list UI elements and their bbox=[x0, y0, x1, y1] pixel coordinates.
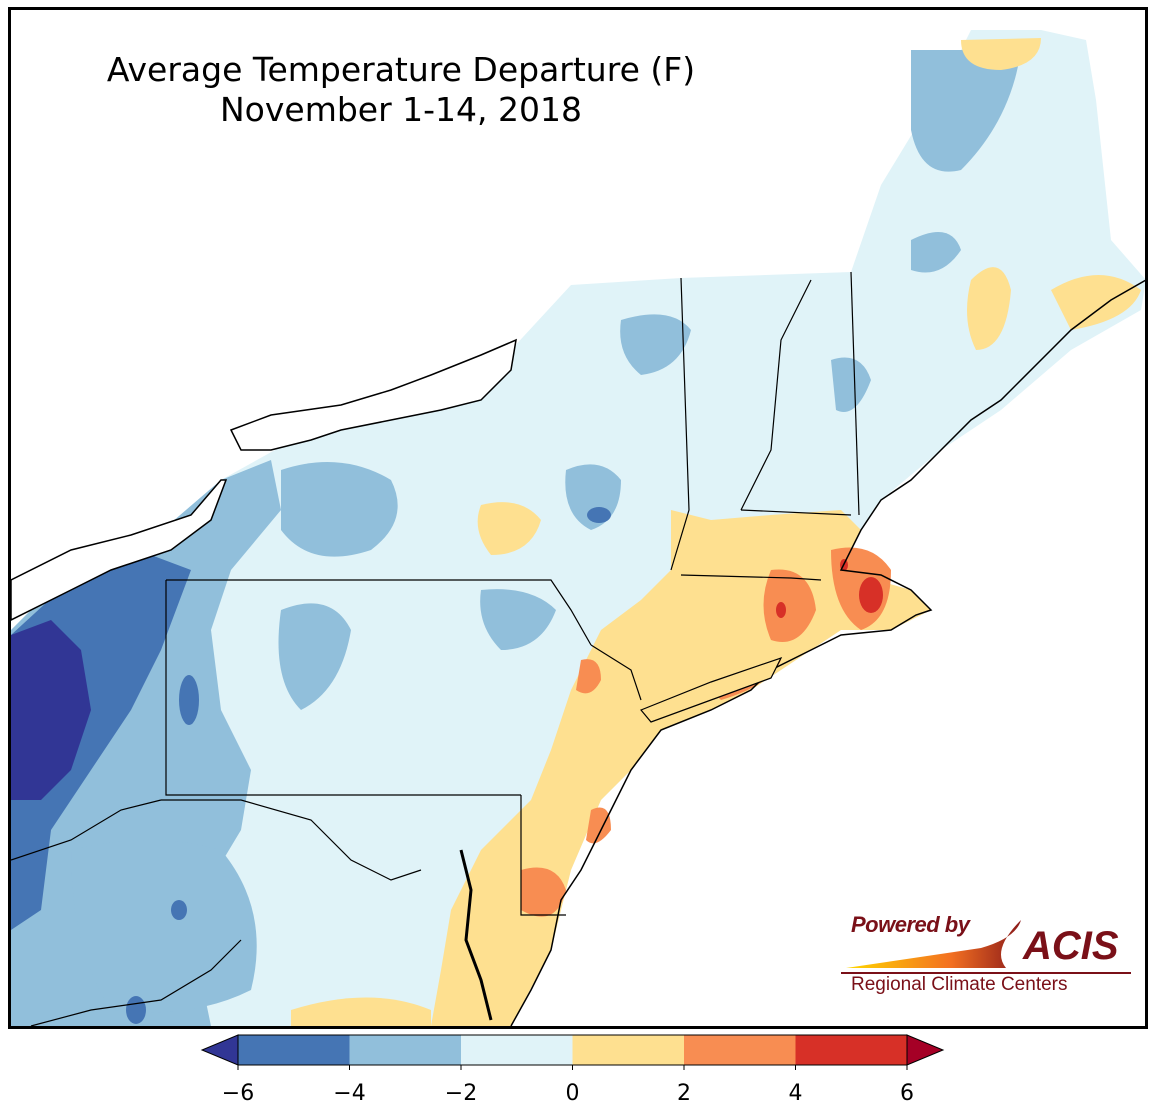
colorbar-tick-label: 4 bbox=[788, 1081, 803, 1106]
acis-wordmark: ACIS bbox=[1023, 924, 1119, 968]
region-warm-maine-coast bbox=[1051, 275, 1141, 330]
colorbar-arrow-high bbox=[906, 1034, 945, 1066]
colorbar-tick-label: −6 bbox=[221, 1081, 255, 1106]
region-cold-blob-5 bbox=[911, 50, 1021, 172]
colorbar-tick-label: −4 bbox=[333, 1081, 366, 1106]
colorbar-tick-label: −2 bbox=[444, 1081, 478, 1106]
region-cold-spot-4 bbox=[171, 900, 187, 920]
region-cold-blob-8 bbox=[480, 589, 556, 650]
region-cold-blob-1 bbox=[281, 462, 398, 557]
colorbar-bins bbox=[200, 1034, 945, 1070]
colorbar-bin bbox=[349, 1035, 461, 1065]
map-frame: Average Temperature Departure (F) Novemb… bbox=[8, 7, 1148, 1029]
colorbar-bin bbox=[461, 1035, 573, 1065]
chesapeake-bay bbox=[459, 849, 493, 1021]
region-warm-maine bbox=[967, 267, 1011, 350]
region-hot-boston bbox=[859, 577, 883, 613]
temperature-departure-map bbox=[11, 30, 1145, 1026]
coastline bbox=[510, 279, 1145, 1026]
state-boundaries bbox=[11, 271, 860, 1026]
acis-swoosh-icon bbox=[846, 920, 1021, 968]
title-line-2: November 1-14, 2018 bbox=[219, 90, 583, 129]
region-moderate-warm-ma bbox=[763, 569, 816, 642]
region-warm-south bbox=[291, 997, 431, 1026]
colorbar-tick-label: 0 bbox=[565, 1081, 580, 1106]
colorbar-bin bbox=[795, 1035, 907, 1065]
long-island bbox=[640, 656, 783, 723]
region-cold-spot-2 bbox=[587, 507, 611, 523]
land-near-normal bbox=[11, 30, 1145, 1026]
colorbar-tick-label: 6 bbox=[900, 1081, 914, 1106]
colorbar-tick-label: 2 bbox=[677, 1081, 691, 1106]
region-cold-spot-1 bbox=[179, 675, 199, 725]
region-cold-spot-3 bbox=[126, 996, 146, 1024]
region-cold-blob-6 bbox=[911, 232, 961, 273]
region-cold-blob-7 bbox=[831, 357, 871, 412]
lake-ontario bbox=[229, 338, 517, 451]
lake-erie bbox=[11, 479, 228, 621]
colorbar-arrow-low bbox=[200, 1034, 239, 1066]
region-warm-mid-1 bbox=[477, 502, 541, 555]
colorbar-bin bbox=[238, 1035, 350, 1065]
region-cold-south bbox=[71, 840, 257, 1013]
regional-climate-centers-text: Regional Climate Centers bbox=[851, 974, 1068, 995]
title-line-1: Average Temperature Departure (F) bbox=[106, 50, 696, 89]
region-warm-north bbox=[961, 38, 1041, 70]
region-moderate-warm-nj bbox=[576, 659, 601, 694]
region-cold-blob-2 bbox=[278, 603, 351, 710]
region-hot-central-ma bbox=[776, 602, 786, 618]
colorbar-bin bbox=[684, 1035, 796, 1065]
map-title: Average Temperature Departure (F) Novemb… bbox=[51, 50, 751, 130]
region-extreme-cold-west bbox=[11, 620, 91, 800]
region-cold-blob-4 bbox=[620, 314, 691, 375]
acis-logo: Powered by ACIS Regional Climate Centers bbox=[841, 910, 1131, 1005]
divider bbox=[841, 972, 1131, 974]
colorbar-bin bbox=[572, 1035, 684, 1065]
region-moderate-warm-delmarva bbox=[521, 867, 566, 917]
colorbar bbox=[200, 1034, 945, 1070]
region-moderate-warm-nj-coast bbox=[586, 807, 611, 844]
powered-by-text: Powered by bbox=[851, 912, 970, 937]
